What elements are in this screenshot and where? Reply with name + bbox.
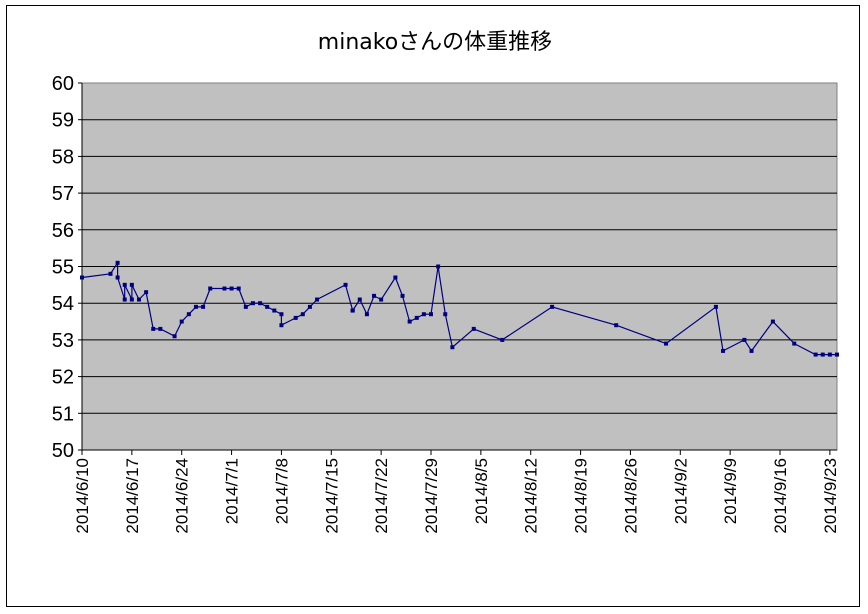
data-point: [500, 337, 505, 342]
data-point: [400, 293, 405, 298]
x-tick-label: 2014/7/1: [223, 458, 242, 524]
y-tick-label: 60: [52, 73, 74, 95]
x-tick-label: 2014/6/10: [73, 458, 92, 534]
x-tick-label: 2014/7/8: [272, 458, 291, 524]
data-point: [429, 312, 434, 317]
data-point: [279, 312, 284, 317]
data-point: [315, 297, 320, 302]
data-point: [421, 312, 426, 317]
data-point: [222, 286, 227, 291]
data-point: [827, 352, 832, 357]
x-tick-label: 2014/8/26: [621, 458, 640, 534]
data-point: [172, 334, 177, 339]
data-point: [820, 352, 825, 357]
data-point: [201, 304, 206, 309]
x-tick-label: 2014/6/17: [123, 458, 142, 534]
data-point: [664, 341, 669, 346]
y-tick-label: 58: [52, 146, 74, 168]
weight-line-chart: minakoさんの体重推移 50 51 52 53 54 55 56 57 58 59 60 201…: [52, 30, 840, 534]
data-point: [307, 304, 312, 309]
data-point: [713, 304, 718, 309]
x-tick-label: 2014/9/9: [721, 458, 740, 524]
x-tick-label: 2014/7/22: [372, 458, 391, 534]
y-tick-label: 59: [52, 110, 74, 132]
x-tick-label: 2014/9/16: [771, 458, 790, 534]
y-tick-label: 50: [52, 440, 74, 462]
data-point: [236, 286, 241, 291]
data-point: [193, 304, 198, 309]
data-point: [265, 304, 270, 309]
data-point: [272, 308, 277, 313]
data-point: [300, 312, 305, 317]
data-point: [129, 297, 134, 302]
data-point: [443, 312, 448, 317]
data-point: [158, 326, 163, 331]
y-tick-label: 52: [52, 367, 74, 389]
y-tick-label: 56: [52, 220, 74, 242]
y-tick-label: 53: [52, 330, 74, 352]
data-point: [122, 297, 127, 302]
data-point: [129, 282, 134, 287]
data-point: [450, 345, 455, 350]
x-tick-label: 2014/8/19: [572, 458, 591, 534]
data-point: [343, 282, 348, 287]
data-point: [208, 286, 213, 291]
data-point: [393, 275, 398, 280]
data-point: [813, 352, 818, 357]
y-tick-label: 57: [52, 183, 74, 205]
data-point: [721, 348, 726, 353]
data-point: [115, 275, 120, 280]
x-tick-label: 2014/7/29: [422, 458, 441, 534]
data-point: [770, 319, 775, 324]
data-point: [742, 337, 747, 342]
data-point: [258, 301, 263, 306]
data-point: [379, 297, 384, 302]
data-point: [293, 315, 298, 320]
data-point: [115, 260, 120, 265]
chart-frame: minakoさんの体重推移 50 51 52 53 54 55 56 57 58 59 60 201…: [6, 5, 860, 607]
data-point: [350, 308, 355, 313]
data-point: [108, 271, 113, 276]
data-point: [80, 275, 84, 280]
data-point: [250, 301, 255, 306]
data-point: [357, 297, 362, 302]
data-point: [186, 312, 191, 317]
y-tick-label: 54: [52, 293, 74, 315]
data-point: [122, 282, 127, 287]
y-tick-label: 55: [52, 257, 74, 279]
data-point: [436, 264, 441, 269]
x-tick-label: 2014/6/24: [173, 458, 192, 534]
data-point: [407, 319, 412, 324]
data-point: [279, 323, 284, 328]
data-point: [136, 297, 141, 302]
data-point: [749, 348, 754, 353]
data-point: [792, 341, 797, 346]
data-point: [550, 304, 555, 309]
chart-title: minakoさんの体重推移: [318, 30, 552, 55]
x-tick-label: 2014/9/2: [671, 458, 690, 524]
data-point: [229, 286, 234, 291]
data-point: [151, 326, 156, 331]
data-point: [179, 319, 184, 324]
x-tick-label: 2014/7/15: [322, 458, 341, 534]
data-point: [614, 323, 619, 328]
data-point: [364, 312, 369, 317]
data-point: [372, 293, 377, 298]
data-point: [144, 290, 149, 295]
data-point: [471, 326, 476, 331]
data-point: [414, 315, 419, 320]
x-tick-label: 2014/8/12: [522, 458, 541, 534]
x-tick-label: 2014/9/23: [821, 458, 840, 534]
y-tick-label: 51: [52, 403, 74, 425]
data-point: [835, 352, 839, 357]
x-tick-label: 2014/8/5: [472, 458, 491, 524]
data-point: [243, 304, 248, 309]
